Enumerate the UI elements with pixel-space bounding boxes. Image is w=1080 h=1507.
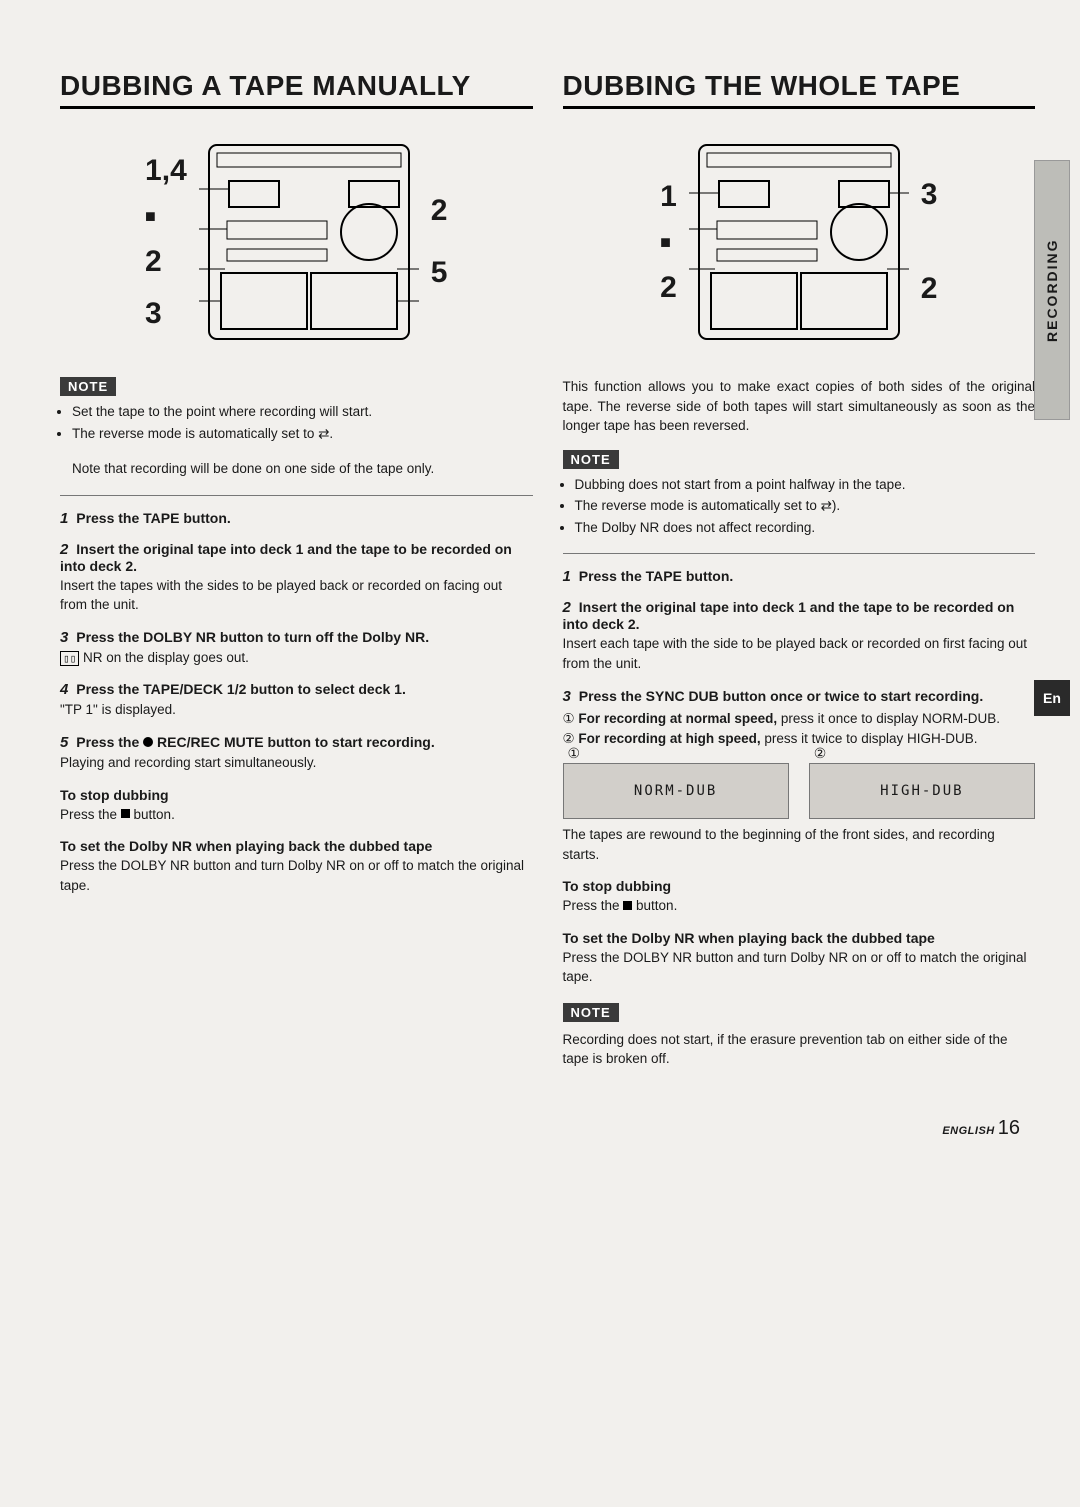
left-callouts-right: 2 5: [431, 194, 448, 290]
display-norm-dub: ① NORM-DUB: [563, 763, 789, 819]
note-block: NOTE Set the tape to the point where rec…: [60, 377, 533, 479]
after-display-text: The tapes are rewound to the beginning o…: [563, 825, 1036, 864]
callout: ■: [660, 232, 677, 253]
title-rule: [60, 106, 533, 109]
dolby-body: Press the DOLBY NR button and turn Dolby…: [60, 856, 533, 895]
note-item: The reverse mode is automatically set to…: [575, 496, 1036, 516]
step: 5 Press the REC/REC MUTE button to start…: [60, 734, 533, 773]
stop-dubbing-body: Press the button.: [563, 896, 1036, 916]
side-tab-recording: RECORDING: [1034, 160, 1070, 420]
en-language-box: En: [1034, 680, 1070, 716]
stereo-device-icon: [199, 137, 419, 347]
note-item: The reverse mode is automatically set to…: [72, 424, 533, 444]
dolby-body: Press the DOLBY NR button and turn Dolby…: [563, 948, 1036, 987]
footer-page: 16: [998, 1117, 1020, 1139]
step: 2 Insert the original tape into deck 1 a…: [60, 541, 533, 615]
callout: 2: [921, 272, 938, 306]
callout: 5: [431, 256, 448, 290]
step: 1 Press the TAPE button.: [60, 510, 533, 527]
note-block: NOTE Dubbing does not start from a point…: [563, 450, 1036, 538]
step: 3 Press the DOLBY NR button to turn off …: [60, 629, 533, 668]
left-steps: 1 Press the TAPE button. 2 Insert the or…: [60, 510, 533, 773]
callout: 1: [660, 180, 677, 214]
right-column: RECORDING En DUBBING THE WHOLE TAPE 1 ■ …: [563, 70, 1036, 1069]
stop-dubbing-body: Press the button.: [60, 805, 533, 825]
step: 4 Press the TAPE/DECK 1/2 button to sele…: [60, 681, 533, 720]
right-diagram: 1 ■ 2 3 2: [563, 137, 1036, 347]
right-title: DUBBING THE WHOLE TAPE: [563, 70, 1036, 102]
separator: [60, 495, 533, 496]
note-badge: NOTE: [563, 450, 619, 469]
stereo-device-icon: [689, 137, 909, 347]
stop-dubbing-title: To stop dubbing: [60, 787, 533, 803]
left-column: DUBBING A TAPE MANUALLY 1,4 ■ 2 3: [60, 70, 533, 1069]
right-steps: 1 Press the TAPE button. 2 Insert the or…: [563, 568, 1036, 749]
step-body: ▯▯ NR on the display goes out.: [60, 648, 533, 668]
left-title: DUBBING A TAPE MANUALLY: [60, 70, 533, 102]
display-high-dub: ② HIGH-DUB: [809, 763, 1035, 819]
note-sub: Note that recording will be done on one …: [72, 459, 533, 479]
note-badge: NOTE: [60, 377, 116, 396]
left-callouts-left: 1,4 ■ 2 3: [145, 154, 187, 331]
callout: 3: [145, 297, 187, 331]
sub-list: ① For recording at normal speed, press i…: [563, 709, 1036, 750]
callout: 2: [660, 271, 677, 305]
display-row: ① NORM-DUB ② HIGH-DUB: [563, 763, 1036, 819]
right-callouts-right: 3 2: [921, 178, 938, 306]
callout: 1,4: [145, 154, 187, 188]
step: 2 Insert the original tape into deck 1 a…: [563, 599, 1036, 673]
dolby-title: To set the Dolby NR when playing back th…: [563, 930, 1036, 946]
callout: 2: [145, 245, 187, 279]
right-callouts-left: 1 ■ 2: [660, 180, 677, 305]
footer-lang: ENGLISH: [942, 1125, 994, 1137]
note2-body: Recording does not start, if the erasure…: [563, 1030, 1036, 1069]
dolby-title: To set the Dolby NR when playing back th…: [60, 838, 533, 854]
callout: 2: [431, 194, 448, 228]
step-title: Press the REC/REC MUTE button to start r…: [76, 734, 435, 750]
callout: 3: [921, 178, 938, 212]
note-item: The Dolby NR does not affect recording.: [575, 518, 1036, 538]
separator: [563, 553, 1036, 554]
note-badge: NOTE: [563, 1003, 619, 1022]
note-item: Set the tape to the point where recordin…: [72, 402, 533, 422]
callout: ■: [145, 206, 187, 227]
step: 3 Press the SYNC DUB button once or twic…: [563, 688, 1036, 750]
stop-dubbing-title: To stop dubbing: [563, 878, 1036, 894]
page-footer: ENGLISH 16: [0, 1109, 1080, 1170]
title-rule: [563, 106, 1036, 109]
left-diagram: 1,4 ■ 2 3: [60, 137, 533, 347]
note-item: Dubbing does not start from a point half…: [575, 475, 1036, 495]
intro-text: This function allows you to make exact c…: [563, 377, 1036, 436]
step: 1 Press the TAPE button.: [563, 568, 1036, 585]
